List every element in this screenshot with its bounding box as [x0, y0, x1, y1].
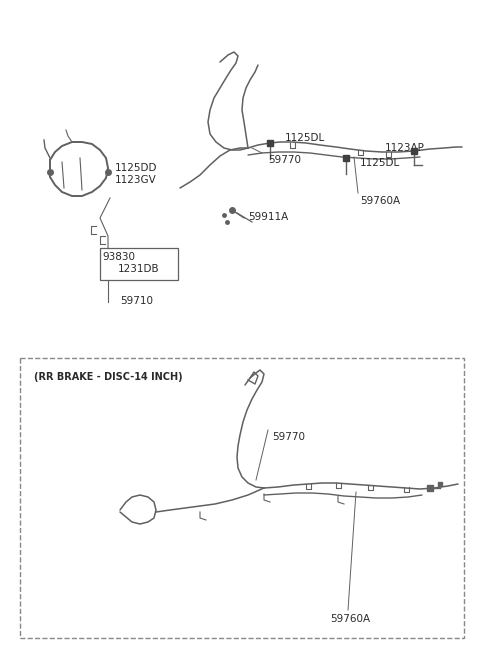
Text: 59710: 59710	[120, 296, 153, 306]
Text: 93830: 93830	[102, 252, 135, 262]
Text: 59770: 59770	[272, 432, 305, 442]
Text: 59911A: 59911A	[248, 212, 288, 222]
Text: 1123GV: 1123GV	[115, 175, 157, 185]
Bar	[20, 358, 464, 638]
Text: (RR BRAKE - DISC-14 INCH): (RR BRAKE - DISC-14 INCH)	[34, 372, 182, 382]
Text: 1125DL: 1125DL	[285, 133, 325, 143]
Text: 1125DD: 1125DD	[115, 163, 157, 173]
Text: 1231DB: 1231DB	[118, 264, 160, 274]
Bar	[100, 248, 178, 280]
Text: 1123AP: 1123AP	[385, 143, 425, 153]
Text: 59760A: 59760A	[360, 196, 400, 206]
Text: 59760A: 59760A	[330, 614, 370, 624]
Text: 59770: 59770	[268, 155, 301, 165]
Text: 1125DL: 1125DL	[360, 158, 400, 168]
